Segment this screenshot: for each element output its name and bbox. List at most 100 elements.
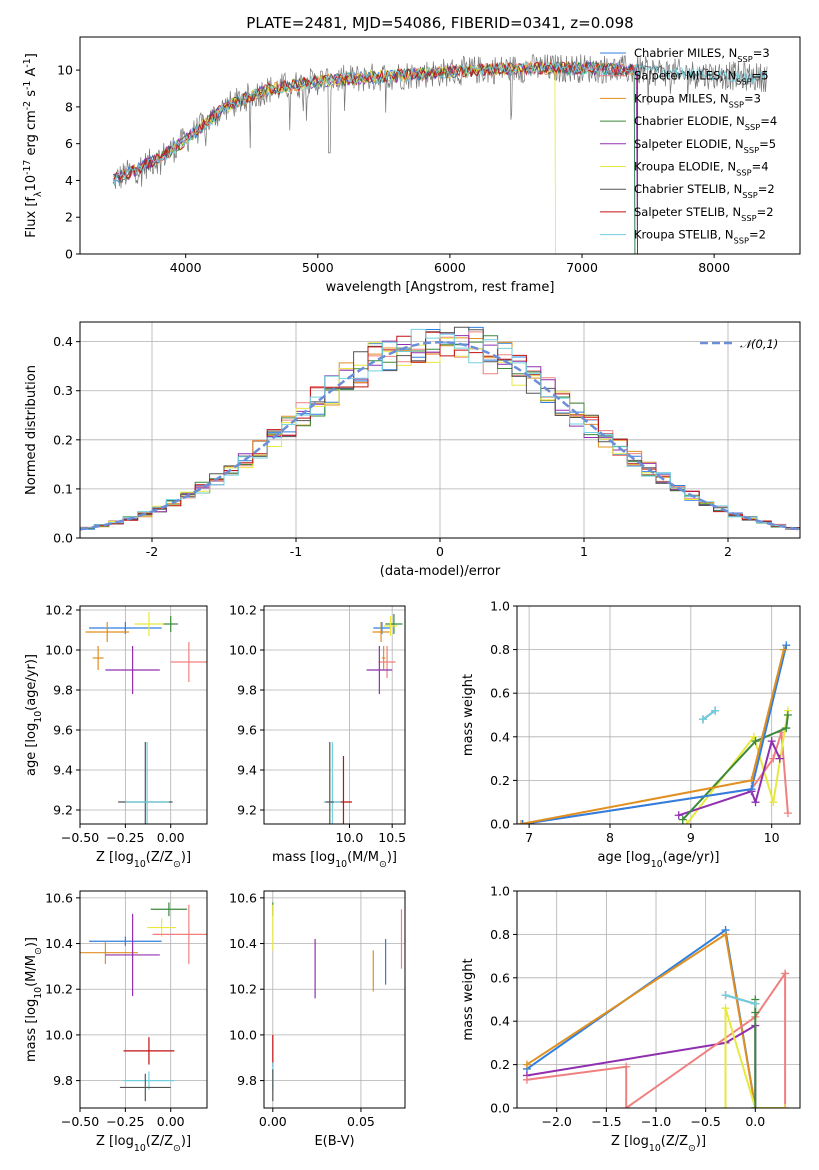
axes-frame [79,36,801,255]
y-tick-label: 10.2 [45,982,73,997]
x-tick-label: 4000 [170,260,202,275]
mass-vs-EBV-panel: 0.00 0.05 9.8 10.0 10.2 10.4 10.6 E(B-V) [229,890,406,1149]
figure-title: PLATE=2481, MJD=54086, FIBERID=0341, z=0… [246,14,633,32]
model-spectrum-line [112,61,638,254]
normal-reference-curve [80,340,800,531]
x-axis-label: E(B-V) [314,1134,354,1149]
mass-weight-marker [783,809,792,818]
axes-frame [516,890,801,1109]
x-tick-label: 0.0 [745,1114,765,1129]
plot-area [522,926,790,1108]
residual-legend: 𝒩(0,1) [700,337,778,351]
y-tick-label: 9.8 [53,1073,73,1088]
mass-vs-Z-panel: −0.50 −0.25 0.00 9.8 10.0 10.2 10.4 10.6 Z [log1… [24,890,208,1154]
mass-weight-line [522,732,789,824]
model-spectrum-line [112,61,636,254]
x-tick-label: 7 [525,830,533,845]
age-vs-mass-panel: 10.0 10.5 9.2 9.4 9.6 9.8 10.0 10.2 mass [log10(… [229,603,406,870]
y-tick-label: 0.6 [490,970,510,985]
mass-weight-marker [622,1104,631,1108]
x-tick-label: 5000 [302,260,334,275]
axes-frame [516,605,801,825]
mass-weight-line [678,738,781,817]
mass-weight-line [725,994,756,1005]
residual-histogram-step [80,328,800,530]
x-axis-label: Z [log10(Z/Z⊙)] [611,1134,706,1154]
x-tick-label: −0.50 [61,830,99,845]
y-tick-label: 0.4 [490,1014,510,1029]
plot-area [517,641,792,824]
x-axis-label: wavelength [Angstrom, rest frame] [326,280,555,295]
mass-weight-marker [751,1008,760,1017]
mass-weight-vs-Z-panel: −2.0 −1.5 −1.0 −0.5 0.0 0.0 0.2 0.4 0.6 0.8 1.0 Z [… [461,884,801,1154]
mass-weight-line [522,644,788,824]
mass-weight-marker [522,1075,531,1084]
y-tick-label: 2 [65,210,73,225]
y-tick-label: 10.2 [229,603,257,618]
y-axis-label: mass weight [461,958,476,1040]
y-tick-label: 9.8 [237,1073,257,1088]
observed-spectrum-line [112,53,768,190]
y-axis-label: mass [log10(M/M⊙)] [24,937,44,1062]
mass-weight-marker [779,645,788,654]
x-axis-label: Z [log10(Z/Z⊙)] [96,1134,191,1154]
y-tick-label: 0.4 [53,334,73,349]
legend-entry: Chabrier STELIB, NSSP=2 [634,182,775,200]
x-tick-label: −0.25 [106,830,144,845]
plot-area [112,53,768,254]
plot-area [80,326,800,531]
mass-weight-line [702,709,716,721]
x-tick-label: −1.5 [591,1114,621,1129]
plot-area [272,902,403,1102]
mass-weight-marker [749,732,758,741]
y-axis-label: Flux [fλ10-17 erg cm-2 s-1 A-1] [22,53,44,238]
x-tick-label: 0.05 [347,1114,375,1129]
axes-frame [263,890,406,1109]
y-tick-label: 0.2 [53,432,73,447]
legend-entry: Kroupa ELODIE, NSSP=4 [634,160,769,178]
y-tick-label: 9.6 [237,723,257,738]
mass-weight-marker [751,999,760,1008]
x-tick-label: 8 [606,830,614,845]
mass-weight-marker [678,815,687,824]
model-spectrum-line [112,60,768,187]
y-tick-label: 0.6 [490,686,510,701]
y-tick-label: 0.1 [53,481,73,496]
y-tick-label: 10.4 [229,936,257,951]
mass-weight-marker [769,798,778,807]
model-spectrum-line [121,60,638,254]
mass-weight-marker [682,820,691,824]
x-tick-label: 2 [724,544,732,559]
x-tick-label: −0.5 [690,1114,720,1129]
x-tick-label: 9 [687,830,695,845]
y-tick-label: 0.0 [490,817,510,832]
y-tick-label: 10.0 [45,1027,73,1042]
x-tick-label: 0.00 [157,1114,185,1129]
y-tick-label: 10.0 [229,1027,257,1042]
mass-weight-line [724,1007,786,1108]
y-tick-label: 9.8 [237,683,257,698]
model-spectrum-line [119,60,638,254]
mass-weight-marker [721,1104,730,1108]
y-tick-label: 10.0 [229,643,257,658]
x-tick-label: 0.00 [157,830,185,845]
legend-entry: Salpeter MILES, NSSP=5 [634,69,769,87]
mass-weight-marker [781,1104,790,1108]
legend-entry: 𝒩(0,1) [740,337,778,351]
x-tick-label: −1.0 [641,1114,671,1129]
mass-weight-marker [522,1060,531,1069]
mass-weight-marker [721,930,730,939]
model-spectrum-line [112,61,636,254]
model-spectrum-line [112,61,768,186]
mass-weight-marker [721,991,730,1000]
y-axis-label: mass weight [461,674,476,756]
x-tick-label: 1 [580,544,588,559]
y-tick-label: 10 [57,63,73,78]
y-tick-label: 9.2 [53,803,73,818]
legend-entry: Salpeter STELIB, NSSP=2 [634,205,774,223]
plot-area [80,902,207,1102]
mass-weight-marker [781,969,790,978]
y-tick-label: 10.2 [45,603,73,618]
mass-weight-marker [747,776,756,785]
